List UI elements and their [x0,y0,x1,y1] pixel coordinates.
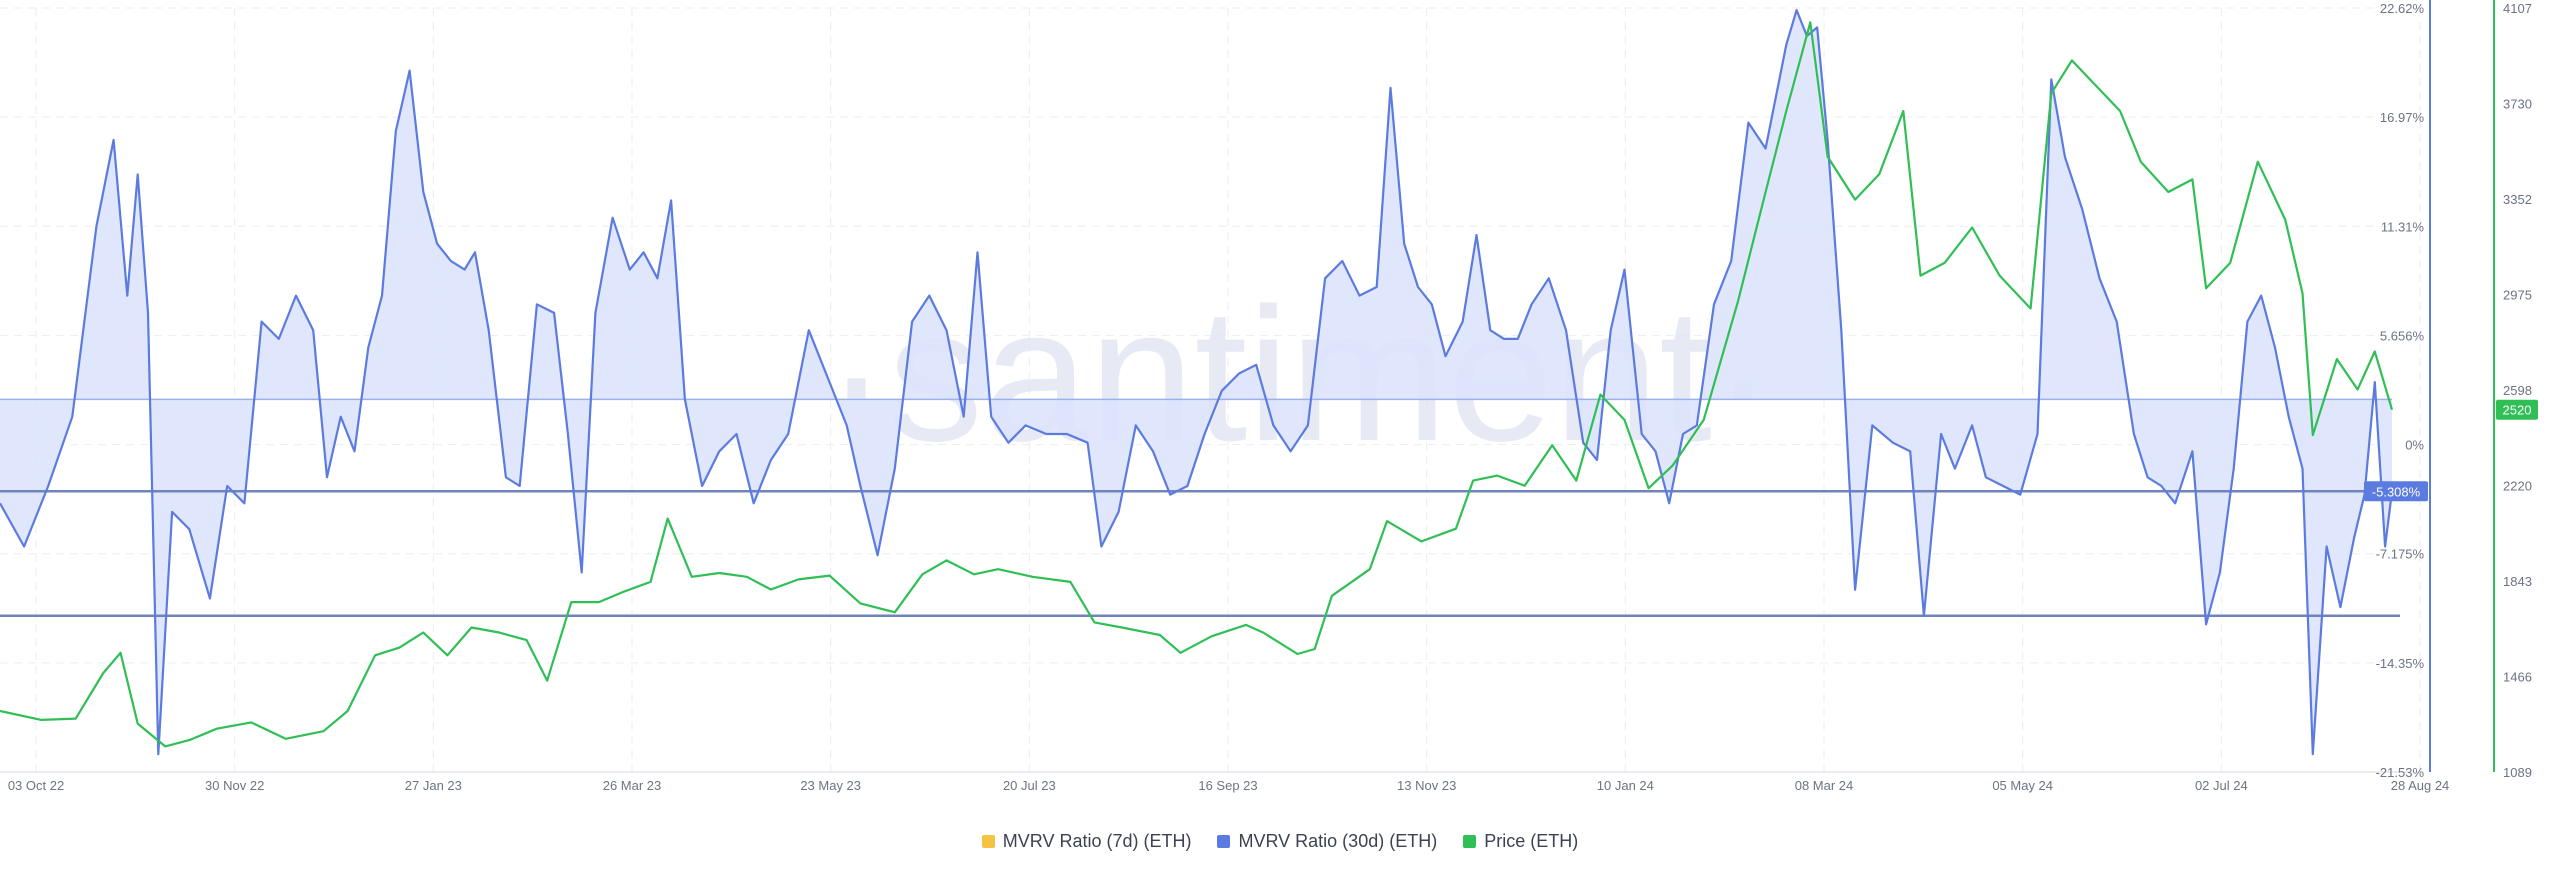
legend-label-price: Price (ETH) [1484,830,1579,851]
mvrv-tick-label: -21.53% [2376,765,2425,780]
x-tick-label: 03 Oct 22 [8,778,64,793]
right-axis-ticks: 4107 3730 3352 2975 2598 2220 1843 1466 1089 [2503,1,2532,780]
mvrv-current-label: -5.308% [2372,484,2421,499]
value-badges: -5.308% 2520 [2364,399,2538,502]
axes [0,0,2495,773]
price-tick-label: 1843 [2503,574,2532,589]
x-tick-label: 16 Sep 23 [1198,778,1257,793]
x-tick-label: 02 Jul 24 [2195,778,2248,793]
price-current-label: 2520 [2503,403,2532,418]
x-tick-label: 08 Mar 24 [1795,778,1854,793]
legend-swatch-price [1463,834,1477,848]
left-axis-ticks: 22.62% 16.97% 11.31% 5.656% 0% -7.175% -14.35%… [2376,1,2425,780]
x-tick-label: 05 May 24 [1992,778,2053,793]
mvrv-tick-label: 22.62% [2380,1,2425,16]
price-tick-label: 4107 [2503,1,2532,16]
price-current-badge [2496,399,2538,420]
legend-label-mvrv-7d: MVRV Ratio (7d) (ETH) [1002,830,1192,851]
x-tick-label: 30 Nov 22 [205,778,264,793]
legend-swatch-mvrv-7d [981,834,995,848]
legend-label-mvrv-30d: MVRV Ratio (30d) (ETH) [1238,830,1438,851]
legend-item-price[interactable]: Price (ETH) [1463,831,1578,852]
mvrv-tick-label: 5.656% [2380,328,2425,343]
mvrv-current-badge [2364,481,2428,502]
price-tick-label: 1466 [2503,670,2532,685]
mvrv-tick-label: 16.97% [2380,110,2425,125]
price-tick-label: 3730 [2503,97,2532,112]
price-line [0,21,2394,748]
x-tick-label: 13 Nov 23 [1397,778,1456,793]
price-tick-label: 3352 [2503,192,2532,207]
price-tick-label: 1089 [2503,765,2532,780]
mvrv-30d-area [0,10,2392,755]
series-lines [0,9,2394,756]
legend-item-mvrv-30d[interactable]: MVRV Ratio (30d) (ETH) [1217,831,1437,852]
x-tick-label: 20 Jul 23 [1003,778,1056,793]
mvrv-tick-label: 0% [2405,438,2424,453]
price-tick-label: 2598 [2503,383,2532,398]
price-tick-label: 2975 [2503,288,2532,303]
mvrv-tick-label: -7.175% [2376,547,2425,562]
mvrv-area-fill [0,10,2392,755]
x-tick-label: 23 May 23 [800,778,861,793]
mvrv-tick-label: -14.35% [2376,656,2425,671]
x-tick-label: 28 Aug 24 [2391,778,2450,793]
x-tick-label: 27 Jan 23 [405,778,462,793]
x-tick-label: 10 Jan 24 [1597,778,1654,793]
x-axis-ticks: 03 Oct 22 30 Nov 22 27 Jan 23 26 Mar 23 23 M… [8,778,2449,793]
legend: MVRV Ratio (7d) (ETH) MVRV Ratio (30d) (… [0,826,2560,856]
price-tick-label: 2220 [2503,479,2532,494]
legend-swatch-mvrv-30d [1217,834,1231,848]
mvrv-tick-label: 11.31% [2381,219,2425,234]
legend-item-mvrv-7d[interactable]: MVRV Ratio (7d) (ETH) [981,830,1192,852]
mvrv-30d-line [0,9,2394,756]
reference-lines [0,398,2400,617]
x-tick-label: 26 Mar 23 [603,778,662,793]
